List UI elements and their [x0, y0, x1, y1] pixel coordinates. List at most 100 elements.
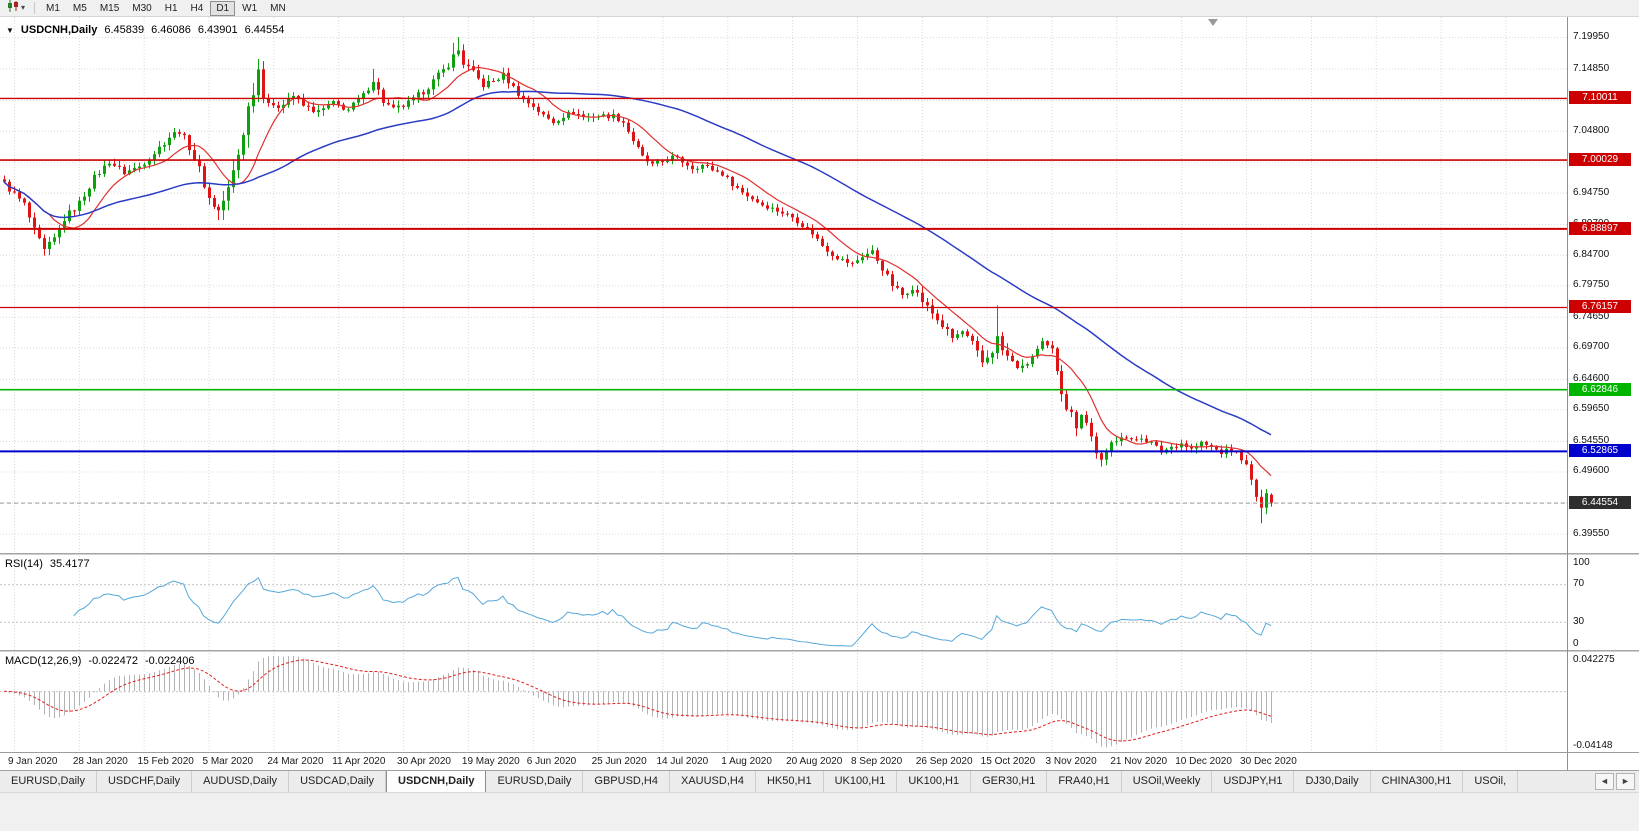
time-axis-label: 14 Jul 2020 — [656, 756, 709, 767]
chart-tabs-bar: EURUSD,Daily USDCHF,Daily AUDUSD,Daily USDC… — [0, 770, 1639, 792]
status-strip — [0, 792, 1639, 831]
price-axis-label: 6.94750 — [1573, 186, 1610, 198]
chart-tab-fra40-h1[interactable]: FRA40,H1 — [1047, 771, 1122, 792]
time-axis-label: 26 Sep 2020 — [915, 756, 973, 767]
timeframe-button-H4[interactable]: H4 — [190, 2, 204, 14]
time-axis-label: 25 Jun 2020 — [591, 756, 647, 767]
timeframe-button-MN[interactable]: MN — [270, 2, 286, 14]
panel-separator[interactable] — [0, 553, 1639, 555]
tab-scroll-buttons: ◄ ► — [1595, 771, 1639, 792]
time-axis-label: 30 Dec 2020 — [1240, 756, 1297, 767]
current-price-badge: 6.44554 — [1569, 495, 1631, 509]
time-axis-label: 15 Feb 2020 — [137, 756, 194, 767]
chart-tab-eurusd-daily[interactable]: EURUSD,Daily — [0, 771, 97, 792]
timeframe-button-M1[interactable]: M1 — [46, 2, 60, 14]
chart-tab-usoil-weekly[interactable]: USOil,Weekly — [1122, 771, 1213, 792]
price-axis-label: 7.14850 — [1573, 62, 1610, 74]
rsi-panel-canvas[interactable] — [0, 556, 1567, 650]
timeframe-button-M30[interactable]: M30 — [132, 2, 152, 14]
time-axis-label: 5 Mar 2020 — [202, 756, 254, 767]
chart-tab-uk100-h1[interactable]: UK100,H1 — [897, 771, 972, 792]
macd-axis-label: 0.042275 — [1573, 654, 1615, 665]
rsi-axis-label: 30 — [1573, 615, 1585, 627]
time-axis-border — [0, 752, 1639, 753]
time-axis-label: 3 Nov 2020 — [1045, 756, 1097, 767]
chart-tab-usdcad-daily[interactable]: USDCAD,Daily — [289, 771, 387, 792]
chart-shift-marker[interactable] — [1208, 19, 1218, 26]
chart-low-value: 6.43901 — [197, 24, 238, 36]
macd-axis-label: -0.04148 — [1573, 740, 1613, 751]
price-line-badge: 6.76157 — [1569, 300, 1631, 314]
price-line-badge: 6.52865 — [1569, 444, 1631, 458]
rsi-indicator-name: RSI(14) — [5, 558, 43, 570]
rsi-indicator-label: RSI(14) 35.4177 — [5, 558, 90, 570]
chart-close-value: 6.44554 — [244, 24, 285, 36]
time-axis-label: 19 May 2020 — [461, 756, 520, 767]
price-line-badge: 6.62846 — [1569, 382, 1631, 396]
rsi-axis-label: 0 — [1573, 638, 1579, 649]
rsi-axis-label: 70 — [1573, 578, 1585, 590]
time-axis-label: 20 Aug 2020 — [786, 756, 843, 767]
chart-tab-china300-h1[interactable]: CHINA300,H1 — [1371, 771, 1464, 792]
time-axis-label: 30 Apr 2020 — [397, 756, 451, 767]
chart-tab-usdcnh-daily[interactable]: USDCNH,Daily — [386, 771, 487, 792]
time-axis-label: 6 Jun 2020 — [526, 756, 577, 767]
time-axis-label: 1 Aug 2020 — [721, 756, 772, 767]
chart-tab-ger30-h1[interactable]: GER30,H1 — [971, 771, 1048, 792]
time-axis[interactable]: 9 Jan 2020 28 Jan 2020 15 Feb 2020 5 Mar 20… — [0, 753, 1567, 770]
timeframe-button-W1[interactable]: W1 — [242, 2, 258, 14]
rsi-indicator-value: 35.4177 — [49, 558, 90, 570]
price-axis-label: 6.39550 — [1573, 527, 1610, 539]
panel-separator[interactable] — [0, 650, 1639, 652]
timeframe-buttons: M1 M5 M15 M30 H1 H4 D1 W1 MN — [40, 0, 292, 16]
time-axis-label: 21 Nov 2020 — [1110, 756, 1168, 767]
chart-tab-uk100-h1[interactable]: UK100,H1 — [824, 771, 898, 792]
rsi-axis-label: 100 — [1573, 557, 1590, 568]
macd-indicator-name: MACD(12,26,9) — [5, 655, 82, 667]
macd-signal-value: -0.022406 — [144, 655, 195, 667]
chart-tab-usdjpy-h1[interactable]: USDJPY,H1 — [1212, 771, 1295, 792]
chart-tab-usdchf-daily[interactable]: USDCHF,Daily — [97, 771, 193, 792]
chart-tab-dj30-daily[interactable]: DJ30,Daily — [1294, 771, 1371, 792]
price-axis-label: 7.19950 — [1573, 31, 1610, 43]
timeframe-button-M5[interactable]: M5 — [72, 2, 87, 14]
chart-tab-audusd-daily[interactable]: AUDUSD,Daily — [192, 771, 290, 792]
timeframe-button-M15[interactable]: M15 — [99, 2, 120, 14]
price-axis-label: 7.04800 — [1573, 124, 1610, 136]
time-axis-label: 11 Apr 2020 — [332, 756, 386, 767]
price-line-badge: 7.10011 — [1569, 91, 1631, 105]
price-axis-divider — [1567, 17, 1568, 770]
time-axis-label: 28 Jan 2020 — [72, 756, 128, 767]
tab-scroll-left-icon[interactable]: ◄ — [1595, 773, 1614, 790]
chart-tab-gbpusd-h4[interactable]: GBPUSD,H4 — [583, 771, 670, 792]
price-axis-label: 6.59650 — [1573, 403, 1610, 415]
candlestick-chart-icon — [7, 0, 20, 17]
tab-scroll-right-icon[interactable]: ► — [1616, 773, 1635, 790]
price-axis[interactable]: 7.199507.148507.097507.048006.997006.947… — [1568, 0, 1639, 770]
price-axis-label: 6.64600 — [1573, 372, 1610, 384]
timeframe-button-D1[interactable]: D1 — [210, 0, 236, 16]
chart-symbol-period: USDCNH,Daily — [20, 24, 98, 36]
price-axis-label: 6.79750 — [1573, 279, 1610, 291]
macd-main-value: -0.022472 — [88, 655, 138, 667]
chart-tab-usoil[interactable]: USOil, — [1463, 771, 1519, 792]
time-axis-label: 24 Mar 2020 — [267, 756, 324, 767]
time-axis-label: 9 Jan 2020 — [7, 756, 58, 767]
macd-panel-canvas[interactable] — [0, 653, 1567, 752]
chart-tab-eurusd-daily[interactable]: EURUSD,Daily — [486, 771, 584, 792]
price-line-badge: 7.00029 — [1569, 153, 1631, 167]
price-axis-label: 6.74650 — [1573, 310, 1610, 322]
dropdown-caret-icon: ▾ — [21, 3, 26, 12]
chart-tab-xauusd-h4[interactable]: XAUUSD,H4 — [670, 771, 756, 792]
symbol-dropdown-icon[interactable]: ▼ — [6, 25, 14, 35]
macd-indicator-label: MACD(12,26,9) -0.022472 -0.022406 — [5, 655, 195, 667]
chart-type-button[interactable]: ▾ — [3, 0, 29, 19]
price-line-badge: 6.88897 — [1569, 221, 1631, 235]
time-axis-label: 10 Dec 2020 — [1175, 756, 1232, 767]
timeframe-button-H1[interactable]: H1 — [164, 2, 178, 14]
chart-tab-hk50-h1[interactable]: HK50,H1 — [756, 771, 824, 792]
toolbar-separator — [34, 2, 36, 14]
time-axis-label: 8 Sep 2020 — [850, 756, 903, 767]
main-chart-canvas[interactable] — [0, 17, 1567, 553]
